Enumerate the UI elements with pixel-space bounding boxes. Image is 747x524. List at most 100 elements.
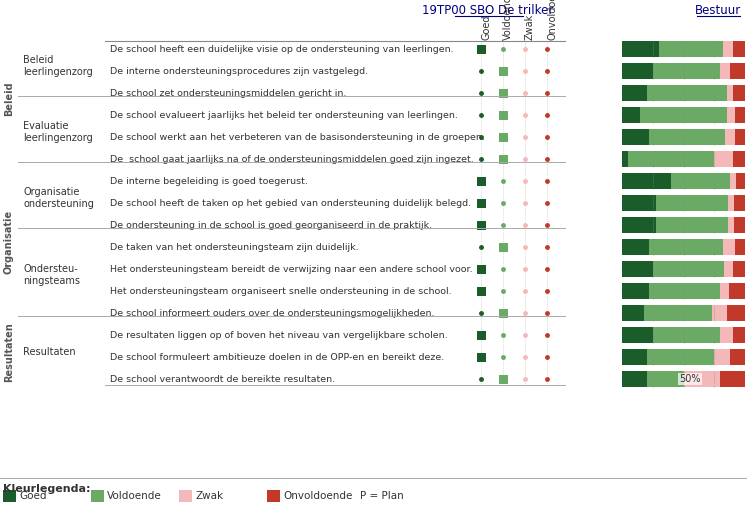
Bar xyxy=(477,331,486,340)
Bar xyxy=(653,63,720,79)
Text: Resultaten: Resultaten xyxy=(23,347,75,357)
Bar xyxy=(733,261,745,277)
Text: De interne ondersteuningsprocedures zijn vastgelegd.: De interne ondersteuningsprocedures zijn… xyxy=(110,67,368,76)
Bar xyxy=(498,67,507,76)
Bar xyxy=(659,41,723,57)
Bar xyxy=(3,490,16,502)
Bar xyxy=(712,305,727,321)
Bar xyxy=(733,41,745,57)
Text: P = Plan: P = Plan xyxy=(360,491,403,501)
Text: De school heeft een duidelijke visie op de ondersteuning van leerlingen.: De school heeft een duidelijke visie op … xyxy=(110,45,453,54)
Text: Voldoende: Voldoende xyxy=(503,0,513,40)
Bar xyxy=(498,89,507,98)
Text: De school zet ondersteuningsmiddelen gericht in.: De school zet ondersteuningsmiddelen ger… xyxy=(110,89,347,98)
Text: Zwak: Zwak xyxy=(525,14,535,40)
Bar xyxy=(647,349,714,365)
Bar xyxy=(731,173,737,189)
Text: Het ondersteuningsteam bereidt de verwijzing naar een andere school voor.: Het ondersteuningsteam bereidt de verwij… xyxy=(110,265,473,274)
Bar xyxy=(622,63,653,79)
Bar xyxy=(477,353,486,362)
Text: De school evalueert jaarlijks het beleid ter ondersteuning van leerlingen.: De school evalueert jaarlijks het beleid… xyxy=(110,111,458,120)
Bar xyxy=(657,217,728,233)
Bar xyxy=(735,239,745,255)
Bar xyxy=(734,195,745,211)
Bar xyxy=(653,261,724,277)
Bar xyxy=(498,375,507,384)
Bar xyxy=(733,327,745,343)
Bar xyxy=(267,490,280,502)
Bar xyxy=(622,239,649,255)
Text: Beleid
leerlingenzorg: Beleid leerlingenzorg xyxy=(23,55,93,77)
Bar xyxy=(720,63,731,79)
Bar xyxy=(622,283,649,299)
Text: Beleid: Beleid xyxy=(4,82,14,116)
Bar xyxy=(622,371,647,387)
Bar xyxy=(727,85,733,101)
Bar xyxy=(733,151,745,167)
Text: De interne begeleiding is goed toegerust.: De interne begeleiding is goed toegerust… xyxy=(110,177,308,186)
Text: De school informeert ouders over de ondersteuningsmogelijkheden.: De school informeert ouders over de onde… xyxy=(110,309,435,318)
Bar xyxy=(657,195,728,211)
Bar xyxy=(477,45,486,54)
Bar xyxy=(728,195,734,211)
Bar xyxy=(640,107,727,123)
Bar xyxy=(729,283,745,299)
Bar xyxy=(498,133,507,142)
Bar xyxy=(91,490,104,502)
Bar xyxy=(622,173,672,189)
Bar xyxy=(622,85,647,101)
Bar xyxy=(672,173,731,189)
Text: De  school gaat jaarlijks na of de ondersteuningsmiddelen goed zijn ingezet.: De school gaat jaarlijks na of de onders… xyxy=(110,155,474,164)
Bar xyxy=(498,243,507,252)
Bar xyxy=(477,221,486,230)
Text: Organisatie
ondersteuning: Organisatie ondersteuning xyxy=(23,187,94,209)
Bar xyxy=(628,151,714,167)
Text: Voldoende: Voldoende xyxy=(107,491,162,501)
Bar xyxy=(720,327,733,343)
Text: Het ondersteuningsteam organiseert snelle ondersteuning in de school.: Het ondersteuningsteam organiseert snell… xyxy=(110,287,452,296)
Bar xyxy=(647,371,684,387)
Text: De school werkt aan het verbeteren van de basisondersteuning in de groepen.: De school werkt aan het verbeteren van d… xyxy=(110,133,485,142)
Text: De school heeft de taken op het gebied van ondersteuning duidelijk belegd.: De school heeft de taken op het gebied v… xyxy=(110,199,471,208)
Bar xyxy=(622,107,640,123)
Text: De resultaten liggen op of boven het niveau van vergelijkbare scholen.: De resultaten liggen op of boven het niv… xyxy=(110,331,447,340)
Text: Onvoldoende: Onvoldoende xyxy=(283,491,353,501)
Text: 50%: 50% xyxy=(679,374,701,384)
Bar xyxy=(649,239,723,255)
Bar xyxy=(649,283,720,299)
Text: Kleurlegenda:: Kleurlegenda: xyxy=(3,484,90,494)
Bar xyxy=(725,129,735,145)
Bar xyxy=(714,349,731,365)
Bar xyxy=(477,265,486,274)
Bar xyxy=(622,195,657,211)
Bar xyxy=(622,217,657,233)
Text: De taken van het ondersteuningsteam zijn duidelijk.: De taken van het ondersteuningsteam zijn… xyxy=(110,243,359,252)
Bar xyxy=(477,177,486,186)
Text: Bestuur: Bestuur xyxy=(695,5,741,17)
Bar xyxy=(737,173,745,189)
Text: De ondersteuning in de school is goed georganiseerd in de praktijk.: De ondersteuning in de school is goed ge… xyxy=(110,221,432,230)
Bar xyxy=(622,305,644,321)
Bar xyxy=(622,349,647,365)
Text: De school verantwoordt de bereikte resultaten.: De school verantwoordt de bereikte resul… xyxy=(110,375,335,384)
Bar xyxy=(179,490,192,502)
Bar xyxy=(731,349,745,365)
Bar xyxy=(622,261,653,277)
Bar xyxy=(498,155,507,164)
Bar xyxy=(733,85,745,101)
Bar xyxy=(728,217,734,233)
Bar xyxy=(734,217,745,233)
Text: Goed: Goed xyxy=(481,15,491,40)
Bar xyxy=(649,129,725,145)
Text: Organisatie: Organisatie xyxy=(4,210,14,274)
Bar xyxy=(735,129,745,145)
Bar xyxy=(622,151,628,167)
Bar xyxy=(647,85,727,101)
Bar xyxy=(644,305,712,321)
Bar xyxy=(498,309,507,318)
Bar xyxy=(720,283,729,299)
Bar xyxy=(723,41,733,57)
Text: Ondersteu-
ningsteams: Ondersteu- ningsteams xyxy=(23,264,80,286)
Text: 19TP00 SBO De trilker: 19TP00 SBO De trilker xyxy=(422,5,554,17)
Text: Resultaten: Resultaten xyxy=(4,322,14,381)
